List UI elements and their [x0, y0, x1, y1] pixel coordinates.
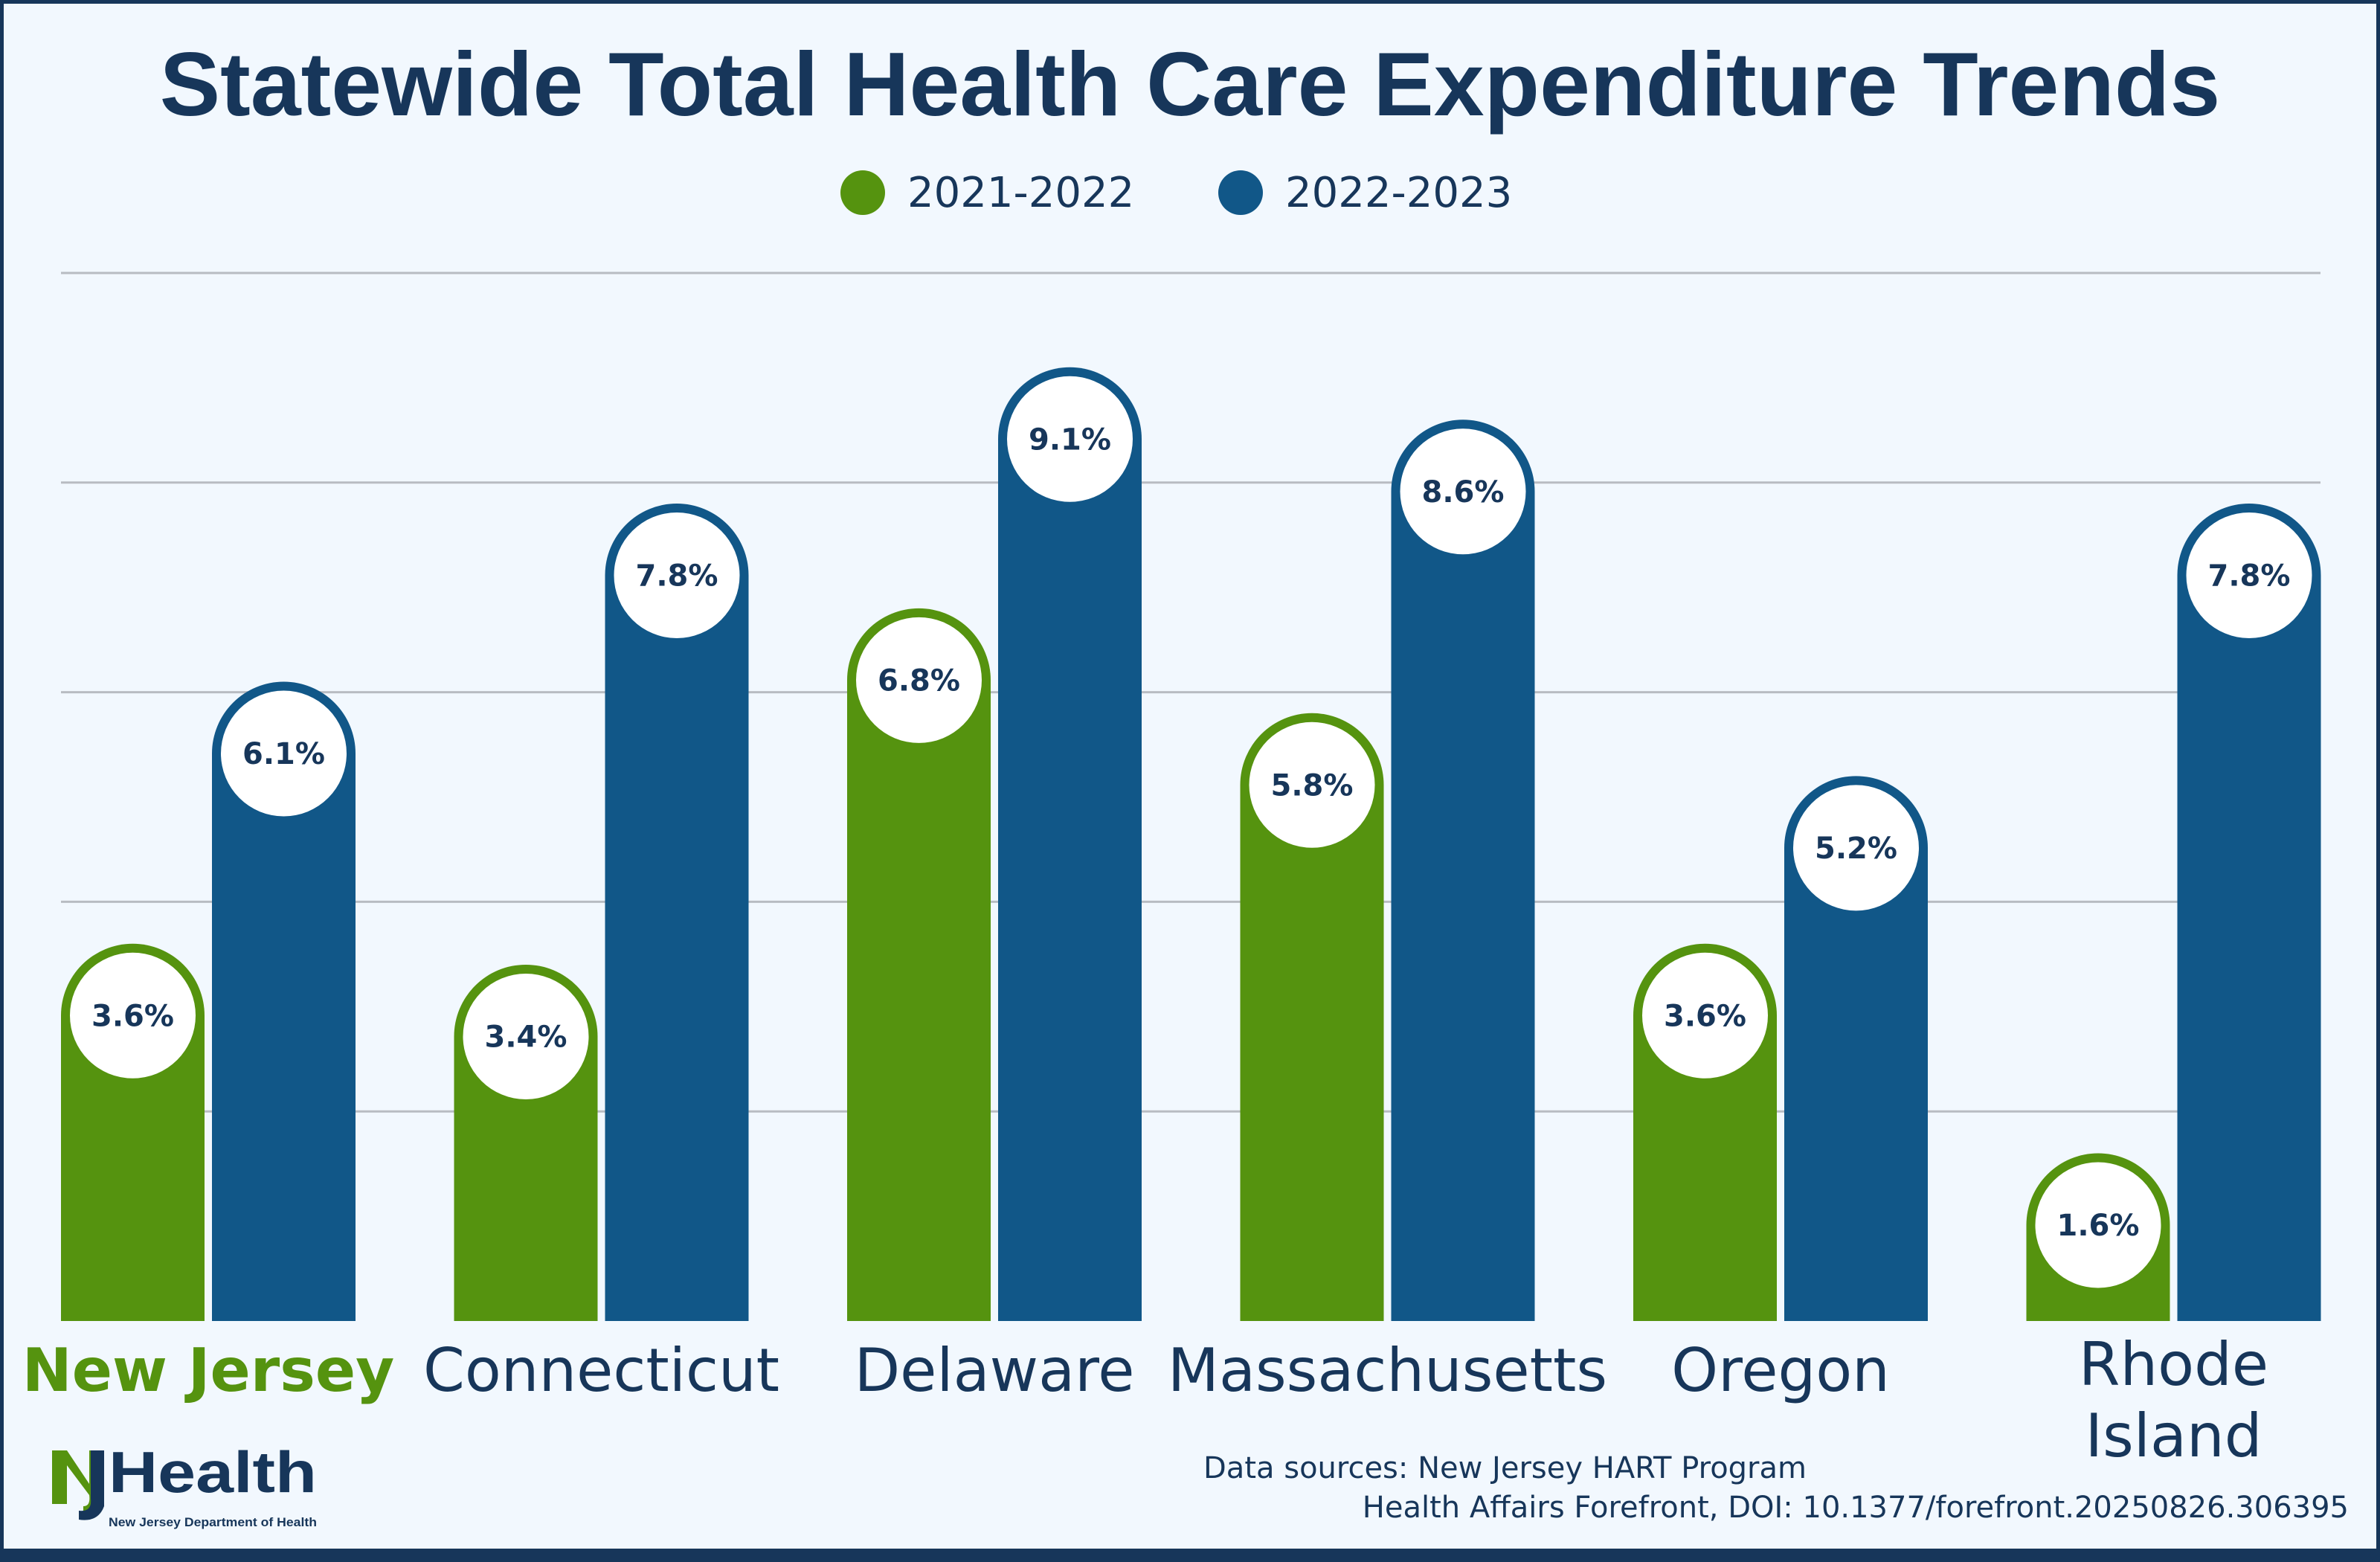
bars: 3.6% 6.1% 3.4% 7.8% 6.8% 9.1% 5.8% 8.6% 3.6% 5.2%… [61, 367, 2321, 1322]
value-bubble [2186, 512, 2312, 638]
logo-j-mark [79, 1450, 104, 1520]
value-bubble [856, 617, 982, 743]
bar [1391, 420, 1535, 1321]
bar [2177, 503, 2321, 1321]
source-line-1: Data sources: New Jersey HART Program [1203, 1451, 1807, 1485]
bar [212, 681, 356, 1321]
data-label: 3.6% [1664, 999, 1746, 1033]
category-label: New Jersey [22, 1336, 394, 1405]
legend-swatch [840, 170, 885, 215]
source-line-2: Health Affairs Forefront, DOI: 10.1377/f… [1363, 1491, 2349, 1525]
bar [998, 367, 1142, 1322]
value-bubble [1400, 428, 1526, 555]
bar [847, 608, 991, 1321]
data-label: 5.8% [1271, 768, 1354, 803]
category-label-line: Rhode [2079, 1330, 2268, 1399]
gridlines [61, 271, 2320, 1113]
value-bubble [1249, 721, 1375, 848]
legend-swatch [1218, 170, 1263, 215]
value-bubble [1793, 785, 1919, 911]
category-label: Connecticut [423, 1336, 779, 1405]
data-label: 1.6% [2057, 1209, 2140, 1243]
data-label: 7.8% [636, 559, 718, 593]
value-bubble [2035, 1162, 2161, 1288]
njhealth-logo: Health New Jersey Department of Health [52, 1439, 317, 1529]
bar [605, 503, 749, 1321]
legend-label: 2021-2022 [907, 169, 1134, 217]
data-label: 5.2% [1815, 832, 1897, 866]
category-label-line: Island [2085, 1401, 2262, 1471]
chart-title: Statewide Total Health Care Expenditure … [160, 33, 2221, 135]
category-label: Delaware [855, 1336, 1135, 1405]
value-bubble [614, 512, 740, 638]
data-label: 8.6% [1422, 475, 1505, 510]
legend-label: 2022-2023 [1285, 169, 1512, 217]
category-labels: New Jersey Connecticut Delaware Massachuset… [22, 1330, 2268, 1471]
data-label: 9.1% [1029, 422, 1111, 457]
legend: 2021-2022 2022-2023 [840, 169, 1512, 217]
category-label: Massachusetts [1168, 1336, 1607, 1405]
data-label: 7.8% [2208, 559, 2291, 593]
data-label: 3.6% [91, 999, 174, 1033]
logo-health-text: Health [109, 1439, 317, 1505]
value-bubble [221, 690, 347, 817]
data-label: 3.4% [485, 1020, 567, 1054]
value-bubble [1642, 952, 1768, 1079]
data-label: 6.1% [242, 737, 325, 771]
bar [1240, 713, 1384, 1321]
value-bubble [1007, 376, 1133, 502]
category-label: Oregon [1671, 1336, 1890, 1405]
bar [1784, 776, 1928, 1321]
data-label: 6.8% [878, 663, 960, 698]
value-bubble [70, 952, 196, 1079]
logo-subtext: New Jersey Department of Health [109, 1515, 317, 1529]
value-bubble [463, 973, 589, 1099]
logo-n-mark [52, 1450, 67, 1504]
